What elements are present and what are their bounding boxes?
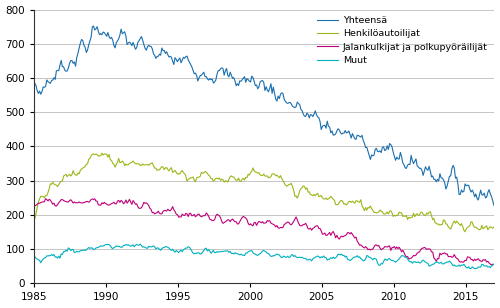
Muut [467, 267, 473, 270]
Jalankulkijat ja polkupyöräilijät [360, 245, 366, 249]
Henkilöautoilijat [62, 173, 68, 177]
Yhteensä [360, 139, 366, 142]
Henkilöautoilijat [428, 214, 434, 218]
Jalankulkijat ja polkupyöräilijät [428, 250, 434, 254]
Muut [428, 263, 434, 267]
Jalankulkijat ja polkupyöräilijät [42, 197, 48, 201]
Henkilöautoilijat [360, 206, 366, 210]
Henkilöautoilijat [462, 230, 468, 233]
Henkilöautoilijat [48, 182, 54, 186]
Henkilöautoilijat [32, 217, 38, 221]
Muut [269, 254, 275, 258]
Yhteensä [428, 175, 434, 179]
Line: Henkilöautoilijat: Henkilöautoilijat [35, 153, 494, 232]
Jalankulkijat ja polkupyöräilijät [63, 200, 69, 204]
Yhteensä [32, 81, 38, 85]
Yhteensä [62, 68, 68, 72]
Muut [32, 255, 38, 259]
Line: Muut: Muut [35, 244, 494, 269]
Muut [138, 242, 143, 246]
Yhteensä [269, 91, 275, 95]
Jalankulkijat ja polkupyöräilijät [491, 262, 497, 266]
Line: Yhteensä: Yhteensä [35, 26, 494, 205]
Yhteensä [491, 203, 497, 207]
Yhteensä [488, 195, 494, 198]
Jalankulkijat ja polkupyöräilijät [490, 262, 496, 266]
Jalankulkijat ja polkupyöräilijät [269, 222, 275, 226]
Legend: Yhteensä, Henkilöautoilijat, Jalankulkijat ja polkupyöräilijät, Muut: Yhteensä, Henkilöautoilijat, Jalankulkij… [316, 14, 490, 67]
Yhteensä [90, 24, 96, 28]
Muut [491, 262, 497, 266]
Muut [490, 263, 496, 267]
Henkilöautoilijat [491, 225, 497, 229]
Jalankulkijat ja polkupyöräilijät [32, 204, 38, 208]
Jalankulkijat ja polkupyöräilijät [488, 263, 494, 267]
Line: Jalankulkijat ja polkupyöräilijät: Jalankulkijat ja polkupyöräilijät [35, 199, 494, 265]
Jalankulkijat ja polkupyöräilijät [48, 201, 54, 204]
Henkilöautoilijat [99, 151, 105, 155]
Henkilöautoilijat [269, 172, 275, 176]
Yhteensä [48, 82, 54, 85]
Muut [360, 259, 366, 263]
Muut [62, 250, 68, 253]
Muut [48, 254, 54, 257]
Henkilöautoilijat [490, 226, 496, 230]
